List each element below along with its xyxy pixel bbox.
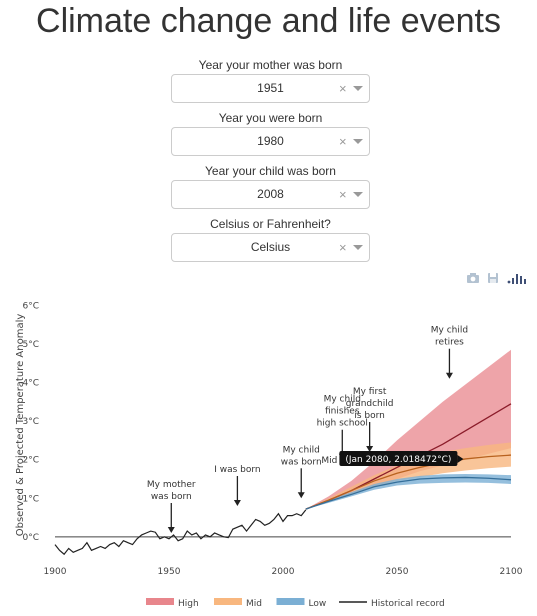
mother-birth-year-label: Year your mother was born (198, 58, 343, 72)
mother-birth-year-select[interactable]: 1951 × (171, 74, 370, 103)
x-tick-label: 1950 (158, 567, 181, 577)
hover-series-label: Mid (321, 456, 337, 466)
unit-select[interactable]: Celsius × (171, 233, 370, 262)
annotation-text: My mother (147, 480, 196, 490)
your-birth-year-label: Year you were born (218, 111, 323, 125)
x-tick-label: 2100 (500, 567, 523, 577)
historical-line (54, 509, 307, 556)
annotation-text: grandchild (346, 399, 394, 409)
annotation-arrowhead (297, 492, 305, 499)
y-tick-label: 2°C (22, 456, 39, 466)
annotation-text: My child (283, 445, 320, 455)
annotation-text: I was born (214, 465, 260, 475)
mother-birth-year-value: 1951 (257, 81, 284, 95)
annotation-text: was born (281, 457, 322, 467)
legend-label: Historical record (371, 599, 445, 609)
clear-icon[interactable]: × (339, 81, 347, 96)
y-tick-label: 6°C (22, 301, 39, 311)
legend-swatch-mid (214, 598, 242, 605)
y-axis-title: Observed & Projected Temperature Anomaly (15, 314, 26, 537)
chevron-down-icon[interactable] (353, 245, 363, 250)
unit-value: Celsius (250, 240, 291, 254)
y-tick-label: 5°C (22, 340, 39, 350)
annotation-arrowhead (366, 446, 374, 452)
annotation-text: was born (151, 492, 192, 502)
child-birth-year-label: Year your child was born (205, 164, 336, 178)
y-tick-label: 4°C (22, 379, 39, 389)
x-tick-label: 1900 (44, 567, 67, 577)
x-tick-label: 2000 (272, 567, 295, 577)
legend-label: Low (309, 599, 327, 609)
clear-icon[interactable]: × (339, 240, 347, 255)
line-high (305, 403, 512, 510)
legend-label: High (178, 599, 199, 609)
annotation-arrowhead (167, 527, 175, 533)
child-birth-year-select[interactable]: 2008 × (171, 180, 370, 209)
tooltip-pointer (457, 454, 464, 463)
annotation-arrowhead (233, 500, 241, 506)
annotation-text: high school (317, 419, 368, 429)
annotation-text: finishes (325, 407, 360, 417)
band-mid (305, 442, 511, 510)
unit-label: Celsius or Fahrenheit? (210, 217, 331, 231)
tooltip-box (339, 450, 458, 466)
annotation-text: My first (353, 387, 387, 397)
camera-icon[interactable] (466, 272, 480, 284)
child-birth-year-value: 2008 (257, 187, 284, 201)
plotly-logo-icon[interactable] (507, 272, 527, 284)
line-mid (305, 454, 512, 510)
annotation-arrowhead (445, 372, 453, 379)
legend-swatch-low (276, 598, 305, 605)
clear-icon[interactable]: × (339, 134, 347, 149)
annotation-arrowhead (338, 453, 346, 460)
tooltip-text: (Jan 2080, 2.018472°C) (345, 455, 451, 465)
clear-icon[interactable]: × (339, 187, 347, 202)
band-high (305, 349, 511, 510)
line-low (305, 476, 512, 510)
annotation-text: is born (354, 411, 385, 421)
legend-label: Mid (246, 599, 262, 609)
chevron-down-icon[interactable] (353, 139, 363, 144)
x-tick-label: 2050 (386, 567, 409, 577)
annotation-text: My child (324, 395, 361, 405)
your-birth-year-value: 1980 (257, 134, 284, 148)
save-icon[interactable] (487, 272, 499, 284)
y-tick-label: 3°C (22, 417, 39, 427)
annotation-text: retires (435, 338, 464, 348)
chevron-down-icon[interactable] (353, 86, 363, 91)
chevron-down-icon[interactable] (353, 192, 363, 197)
annotation-text: My child (431, 326, 468, 336)
your-birth-year-select[interactable]: 1980 × (171, 127, 370, 156)
y-tick-label: 0°C (22, 533, 39, 543)
y-tick-label: 1°C (22, 494, 39, 504)
page-title: Climate change and life events (36, 2, 501, 40)
band-low (305, 473, 511, 510)
legend-swatch-high (146, 598, 174, 605)
